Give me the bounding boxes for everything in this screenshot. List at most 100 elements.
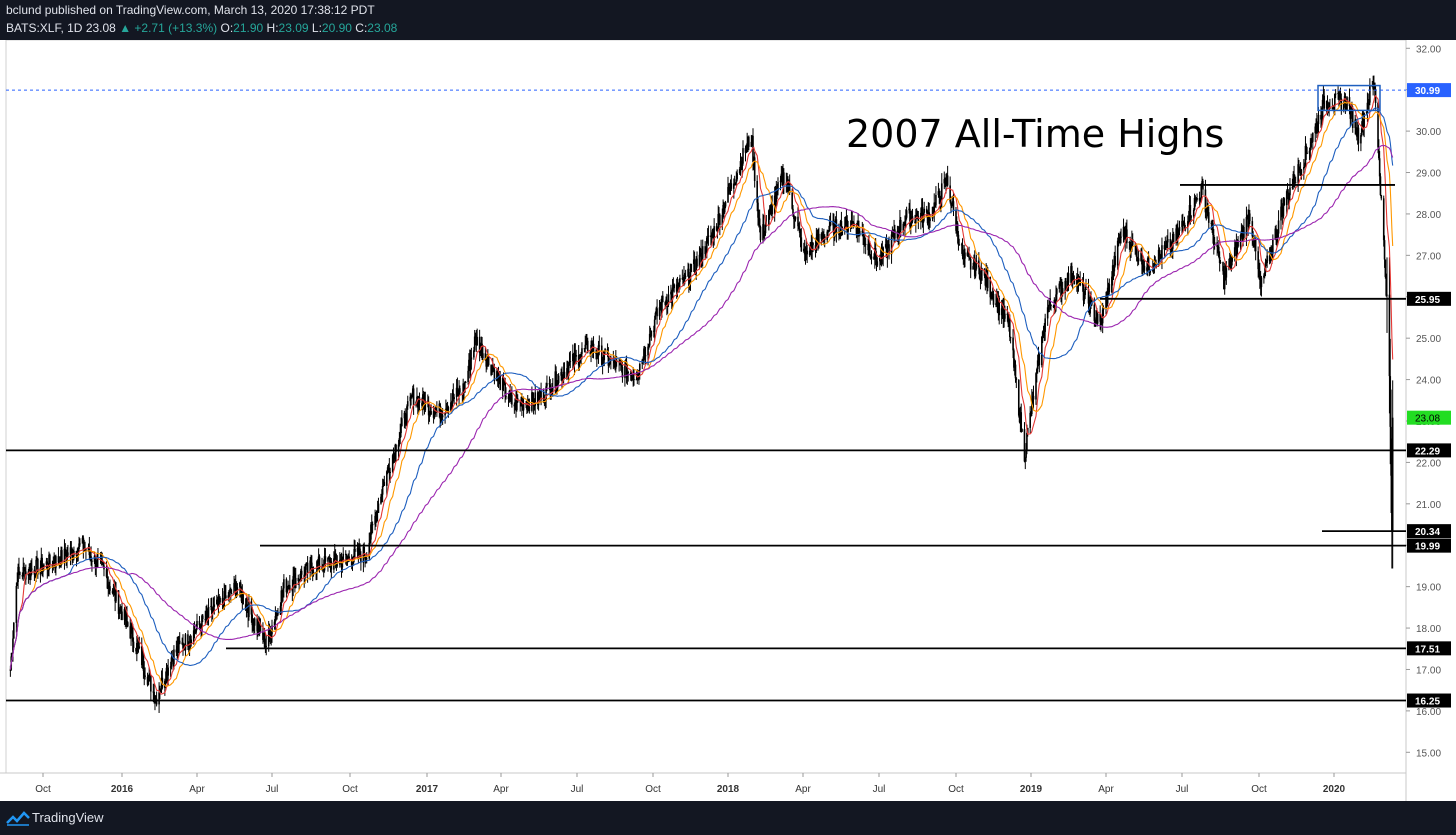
- candle-body: [817, 233, 819, 243]
- candle-body: [468, 359, 470, 371]
- candle-body: [45, 561, 48, 565]
- symbol-label[interactable]: BATS:XLF, 1D: [6, 21, 83, 35]
- candle-body: [875, 259, 878, 266]
- candle-body: [453, 397, 455, 400]
- candle-body: [279, 605, 282, 615]
- candle-body: [1111, 276, 1113, 293]
- candle-body: [251, 614, 254, 626]
- candle-body: [869, 255, 872, 259]
- candle-body: [879, 257, 881, 262]
- candle-body: [1031, 398, 1033, 414]
- candle-body: [710, 234, 713, 238]
- symbol-ohlc-line: BATS:XLF, 1D 23.08 ▲ +2.71 (+13.3%) O:21…: [6, 21, 397, 35]
- candle-body: [1107, 283, 1110, 288]
- candle-body: [721, 214, 724, 225]
- candle-body: [1142, 265, 1145, 271]
- price-level-tag-label: 16.25: [1415, 697, 1440, 708]
- candle-body: [706, 236, 709, 238]
- candle-body: [102, 562, 104, 566]
- candle-body: [729, 183, 732, 190]
- candle-body: [91, 560, 93, 563]
- candle-body: [881, 250, 884, 259]
- candle-body: [733, 183, 735, 189]
- candle-body: [1059, 283, 1061, 285]
- candle-body: [40, 557, 43, 568]
- candle-body: [1196, 198, 1198, 200]
- candle-body: [635, 379, 638, 381]
- candle-body: [1356, 134, 1358, 137]
- candle-body: [894, 229, 896, 239]
- candle-body: [190, 639, 193, 644]
- candle-body: [1223, 272, 1226, 290]
- candle-body: [1050, 305, 1052, 307]
- candle-body: [862, 232, 864, 237]
- candle-body: [1245, 216, 1248, 238]
- candle-body: [670, 291, 672, 295]
- candle-body: [429, 411, 432, 415]
- candle-body: [746, 142, 748, 150]
- candle-body: [899, 219, 902, 231]
- candle-body: [1239, 234, 1242, 247]
- candle-body: [1161, 245, 1163, 260]
- candle-body: [723, 204, 725, 213]
- candle-body: [201, 615, 204, 620]
- candle-body: [1083, 295, 1086, 301]
- candle-body: [1231, 256, 1234, 262]
- candle-body: [1298, 169, 1301, 171]
- candle-body: [136, 642, 138, 652]
- candle-body: [173, 649, 175, 665]
- candle-body: [956, 223, 958, 231]
- candle-body: [659, 302, 662, 308]
- candle-body: [210, 605, 212, 607]
- candle-body: [1023, 429, 1026, 462]
- candle-body: [793, 214, 795, 219]
- candle-body: [207, 606, 210, 618]
- candle-body: [1002, 305, 1005, 319]
- candle-body: [223, 591, 225, 609]
- candle-body: [235, 589, 238, 597]
- candle-body: [400, 426, 402, 434]
- candle-body: [60, 550, 62, 567]
- candle-body: [250, 601, 253, 615]
- candle-body: [374, 515, 376, 525]
- candle-body: [1361, 112, 1364, 129]
- candle-body: [794, 216, 797, 220]
- candle-body: [1106, 295, 1108, 304]
- candle-body: [783, 172, 785, 184]
- candle-body: [888, 244, 890, 255]
- candle-body: [1084, 289, 1086, 296]
- annotation-text: 2007 All-Time Highs: [846, 112, 1224, 156]
- chart-area[interactable]: 32.0031.0030.0029.0028.0027.0026.0025.00…: [0, 40, 1456, 801]
- candle-body: [724, 202, 727, 207]
- candle-body: [58, 561, 61, 563]
- candle-body: [67, 552, 69, 556]
- candle-body: [143, 670, 146, 676]
- candle-body: [1126, 229, 1128, 243]
- price-chart[interactable]: 32.0031.0030.0029.0028.0027.0026.0025.00…: [0, 40, 1456, 801]
- candle-body: [61, 550, 63, 563]
- candle-body: [280, 590, 283, 606]
- candle-body: [177, 646, 179, 653]
- x-tick-label: Oct: [948, 784, 964, 795]
- candle-body: [684, 276, 687, 278]
- candle-body: [1340, 98, 1343, 111]
- y-tick-label: 16.00: [1416, 707, 1441, 718]
- candle-body: [986, 272, 988, 288]
- price-level-tag-label: 25.95: [1415, 295, 1440, 306]
- candle-body: [487, 356, 490, 366]
- candle-body: [695, 258, 698, 274]
- candle-body: [275, 611, 278, 617]
- candle-body: [1234, 242, 1237, 248]
- candle-body: [1054, 299, 1056, 307]
- candle-body: [23, 567, 25, 570]
- candle-body: [833, 220, 835, 238]
- candle-body: [823, 235, 826, 241]
- candle-body: [780, 173, 783, 181]
- candle-body: [596, 356, 599, 358]
- candle-body: [1160, 254, 1162, 260]
- y-tick-label: 25.00: [1416, 334, 1441, 345]
- candle-body: [733, 183, 736, 185]
- candle-body: [1224, 272, 1227, 278]
- candle-body: [815, 237, 818, 251]
- candle-body: [773, 195, 776, 215]
